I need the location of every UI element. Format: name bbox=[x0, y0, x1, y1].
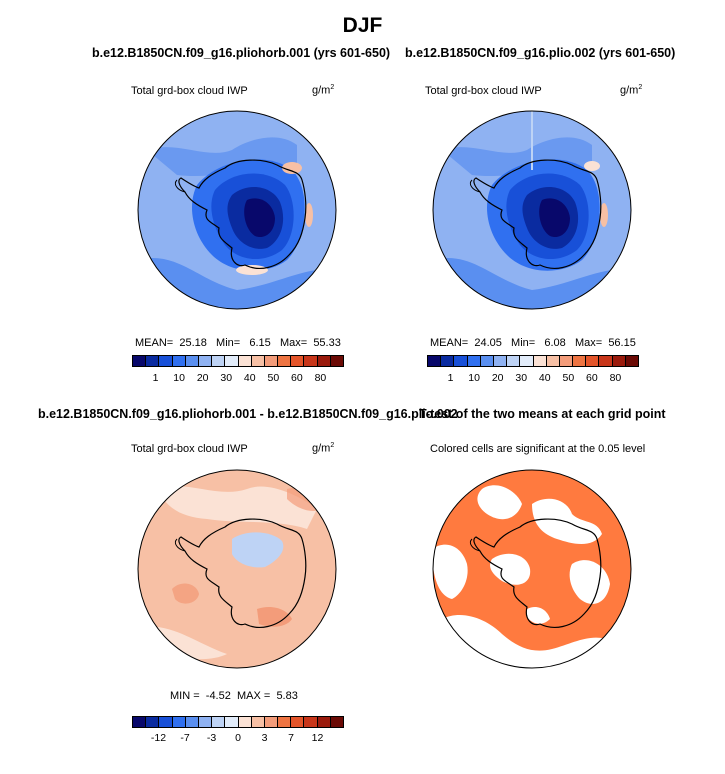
colorbar-box bbox=[238, 356, 252, 366]
colorbar-tick-label: 50 bbox=[562, 372, 575, 384]
colorbar-box bbox=[454, 356, 468, 366]
panel-3-colorbar-ticks: -12 -7 -3 0 3 7 12 bbox=[132, 732, 344, 746]
colorbar-tick-label: 30 bbox=[220, 372, 233, 384]
panel-3-subtitle: Total grd-box cloud IWP bbox=[131, 443, 248, 455]
panel-1-units: g/m2 bbox=[312, 84, 335, 97]
colorbar-box bbox=[546, 356, 560, 366]
colorbar-tick-label: 10 bbox=[173, 372, 185, 384]
panel-2-colorbar bbox=[427, 355, 639, 367]
colorbar-box bbox=[159, 717, 173, 727]
panel-2-units: g/m2 bbox=[620, 84, 643, 97]
panel-2-subtitle: Total grd-box cloud IWP bbox=[425, 85, 542, 97]
colorbar-tick-label: 20 bbox=[491, 372, 504, 384]
colorbar-box bbox=[278, 356, 292, 366]
colorbar-box bbox=[185, 356, 199, 366]
colorbar-box bbox=[172, 717, 186, 727]
colorbar-tick-label: 3 bbox=[261, 732, 268, 744]
panel-2-title: b.e12.B1850CN.f09_g16.plio.002 (yrs 601-… bbox=[405, 46, 676, 60]
colorbar-box bbox=[185, 717, 199, 727]
colorbar-box bbox=[573, 356, 587, 366]
panel-2-map bbox=[432, 110, 632, 310]
panel-4-map bbox=[432, 469, 632, 669]
colorbar-box bbox=[264, 717, 279, 727]
colorbar-tick-label: 60 bbox=[291, 372, 303, 384]
panel-2-stats: MEAN= 24.05 Min= 6.08 Max= 56.15 bbox=[430, 337, 636, 349]
colorbar-tick-label: -3 bbox=[206, 732, 217, 744]
main-title: DJF bbox=[342, 14, 383, 37]
colorbar-box bbox=[428, 356, 442, 366]
colorbar-tick-label: 0 bbox=[235, 732, 241, 744]
panel-1-colorbar-ticks: 1 10 20 30 40 50 60 80 bbox=[132, 372, 344, 386]
colorbar-box bbox=[146, 717, 160, 727]
colorbar-box bbox=[625, 356, 638, 366]
panel-3-units: g/m2 bbox=[312, 442, 335, 455]
colorbar-box bbox=[304, 717, 318, 727]
colorbar-box bbox=[159, 356, 173, 366]
panel-3-colorbar bbox=[132, 716, 344, 728]
panel-1-colorbar bbox=[132, 355, 344, 367]
colorbar-tick-label: -7 bbox=[180, 732, 190, 744]
colorbar-box bbox=[520, 356, 534, 366]
panel-1-title: b.e12.B1850CN.f09_g16.pliohorb.001 (yrs … bbox=[92, 46, 391, 60]
colorbar-box bbox=[507, 356, 521, 366]
colorbar-box bbox=[467, 356, 481, 366]
colorbar-box bbox=[533, 356, 547, 366]
colorbar-box bbox=[264, 356, 279, 366]
colorbar-tick-label: 7 bbox=[288, 732, 294, 744]
colorbar-box bbox=[480, 356, 494, 366]
colorbar-box bbox=[251, 356, 265, 366]
colorbar-tick-label: 80 bbox=[609, 372, 622, 384]
colorbar-box bbox=[330, 717, 343, 727]
colorbar-box bbox=[172, 356, 186, 366]
colorbar-box bbox=[317, 356, 331, 366]
colorbar-box bbox=[441, 356, 455, 366]
colorbar-box bbox=[278, 717, 292, 727]
panel-4-title: T-test of the two means at each grid poi… bbox=[419, 407, 666, 421]
colorbar-tick-label: 40 bbox=[243, 372, 256, 384]
colorbar-tick-label: 12 bbox=[311, 732, 324, 744]
colorbar-box bbox=[599, 356, 613, 366]
colorbar-box bbox=[304, 356, 318, 366]
colorbar-box bbox=[198, 717, 213, 727]
colorbar-box bbox=[291, 356, 305, 366]
panel-3-stats: MIN = -4.52 MAX = 5.83 bbox=[170, 690, 298, 702]
colorbar-tick-label: 1 bbox=[152, 372, 159, 384]
colorbar-box bbox=[317, 717, 331, 727]
panel-1-subtitle: Total grd-box cloud IWP bbox=[131, 85, 248, 97]
colorbar-tick-label: 60 bbox=[586, 372, 598, 384]
colorbar-box bbox=[291, 717, 305, 727]
colorbar-tick-label: -12 bbox=[150, 732, 167, 744]
colorbar-box bbox=[559, 356, 574, 366]
colorbar-box bbox=[330, 356, 343, 366]
colorbar-box bbox=[146, 356, 160, 366]
colorbar-tick-label: 50 bbox=[267, 372, 280, 384]
colorbar-box bbox=[133, 356, 147, 366]
panel-3-map bbox=[137, 469, 337, 669]
panel-3-title: b.e12.B1850CN.f09_g16.pliohorb.001 - b.e… bbox=[38, 407, 458, 421]
colorbar-tick-label: 1 bbox=[447, 372, 454, 384]
panel-4-subtitle: Colored cells are significant at the 0.0… bbox=[430, 443, 646, 455]
colorbar-box bbox=[238, 717, 252, 727]
colorbar-box bbox=[586, 356, 600, 366]
colorbar-tick-label: 80 bbox=[314, 372, 327, 384]
colorbar-tick-label: 20 bbox=[196, 372, 209, 384]
colorbar-box bbox=[493, 356, 508, 366]
panel-1-map bbox=[137, 110, 337, 310]
colorbar-box bbox=[225, 356, 239, 366]
panel-1-stats: MEAN= 25.18 Min= 6.15 Max= 55.33 bbox=[135, 337, 341, 349]
colorbar-tick-label: 40 bbox=[538, 372, 551, 384]
colorbar-box bbox=[251, 717, 265, 727]
colorbar-box bbox=[225, 717, 239, 727]
colorbar-box bbox=[133, 717, 147, 727]
colorbar-tick-label: 10 bbox=[468, 372, 480, 384]
colorbar-box bbox=[212, 717, 226, 727]
colorbar-box bbox=[612, 356, 626, 366]
colorbar-box bbox=[198, 356, 213, 366]
colorbar-tick-label: 30 bbox=[515, 372, 528, 384]
panel-2-colorbar-ticks: 1 10 20 30 40 50 60 80 bbox=[427, 372, 639, 386]
colorbar-box bbox=[212, 356, 226, 366]
